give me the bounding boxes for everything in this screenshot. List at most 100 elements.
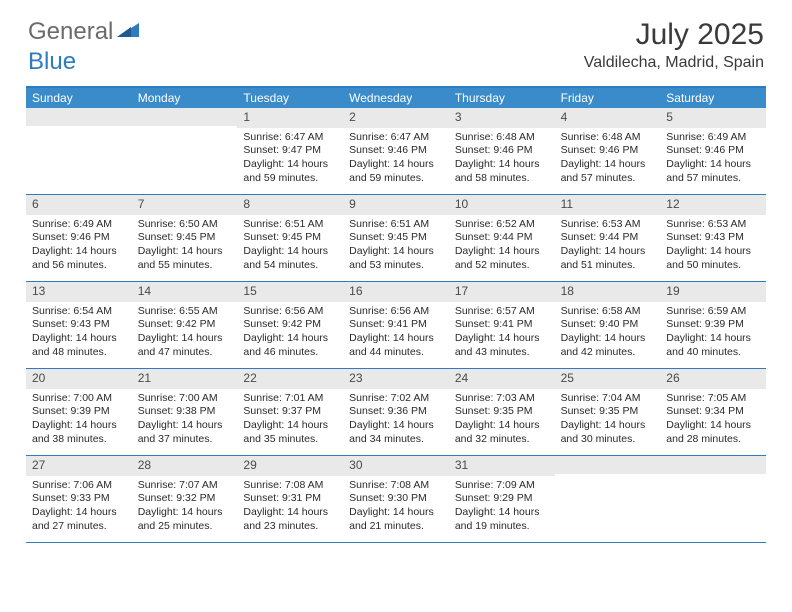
cell-line: Sunset: 9:38 PM (138, 405, 232, 419)
day-number: 31 (449, 456, 555, 476)
cell-line: and 44 minutes. (349, 346, 443, 360)
calendar-cell: 8Sunrise: 6:51 AMSunset: 9:45 PMDaylight… (237, 195, 343, 281)
cell-line: and 23 minutes. (243, 520, 337, 534)
cell-line: Daylight: 14 hours (32, 419, 126, 433)
cell-line: Daylight: 14 hours (349, 332, 443, 346)
day-number: 19 (660, 282, 766, 302)
location-text: Valdilecha, Madrid, Spain (584, 54, 764, 72)
cell-line: Sunrise: 6:53 AM (666, 218, 760, 232)
cell-line: Sunset: 9:46 PM (349, 144, 443, 158)
cell-line: Sunrise: 7:06 AM (32, 479, 126, 493)
cell-line: Sunset: 9:40 PM (561, 318, 655, 332)
cell-line: and 19 minutes. (455, 520, 549, 534)
cell-line: and 42 minutes. (561, 346, 655, 360)
cell-body: Sunrise: 7:08 AMSunset: 9:30 PMDaylight:… (343, 476, 449, 538)
cell-body: Sunrise: 6:48 AMSunset: 9:46 PMDaylight:… (449, 128, 555, 190)
cell-line: Sunset: 9:34 PM (666, 405, 760, 419)
cell-line: Sunset: 9:39 PM (32, 405, 126, 419)
day-number: 27 (26, 456, 132, 476)
calendar-cell: 25Sunrise: 7:04 AMSunset: 9:35 PMDayligh… (555, 369, 661, 455)
cell-line: Sunset: 9:31 PM (243, 492, 337, 506)
cell-body: Sunrise: 7:06 AMSunset: 9:33 PMDaylight:… (26, 476, 132, 538)
calendar-cell (26, 108, 132, 194)
cell-body: Sunrise: 7:05 AMSunset: 9:34 PMDaylight:… (660, 389, 766, 451)
cell-line: Sunrise: 6:49 AM (32, 218, 126, 232)
cell-line: and 56 minutes. (32, 259, 126, 273)
cell-line: and 30 minutes. (561, 433, 655, 447)
calendar-cell: 1Sunrise: 6:47 AMSunset: 9:47 PMDaylight… (237, 108, 343, 194)
day-number: 6 (26, 195, 132, 215)
cell-line: and 25 minutes. (138, 520, 232, 534)
cell-line: and 59 minutes. (349, 172, 443, 186)
cell-line: Sunrise: 7:04 AM (561, 392, 655, 406)
cell-line: and 52 minutes. (455, 259, 549, 273)
cell-line: and 58 minutes. (455, 172, 549, 186)
day-number: 24 (449, 369, 555, 389)
cell-line: Daylight: 14 hours (243, 158, 337, 172)
cell-line: Sunset: 9:42 PM (243, 318, 337, 332)
cell-line: Sunrise: 6:51 AM (243, 218, 337, 232)
cell-line: and 46 minutes. (243, 346, 337, 360)
cell-line: Sunset: 9:45 PM (243, 231, 337, 245)
cell-line: and 57 minutes. (666, 172, 760, 186)
day-number: 30 (343, 456, 449, 476)
cell-line: Sunrise: 7:00 AM (138, 392, 232, 406)
cell-body: Sunrise: 6:47 AMSunset: 9:47 PMDaylight:… (237, 128, 343, 190)
cell-line: Daylight: 14 hours (666, 332, 760, 346)
day-number: 23 (343, 369, 449, 389)
day-number: 5 (660, 108, 766, 128)
day-number: 10 (449, 195, 555, 215)
cell-line: and 59 minutes. (243, 172, 337, 186)
cell-line: Sunset: 9:43 PM (32, 318, 126, 332)
cell-line: Sunset: 9:46 PM (666, 144, 760, 158)
cell-body: Sunrise: 7:09 AMSunset: 9:29 PMDaylight:… (449, 476, 555, 538)
cell-line: Daylight: 14 hours (455, 158, 549, 172)
day-number: 9 (343, 195, 449, 215)
calendar-cell: 21Sunrise: 7:00 AMSunset: 9:38 PMDayligh… (132, 369, 238, 455)
day-number: 3 (449, 108, 555, 128)
calendar-cell: 30Sunrise: 7:08 AMSunset: 9:30 PMDayligh… (343, 456, 449, 542)
day-number: 13 (26, 282, 132, 302)
cell-body: Sunrise: 6:53 AMSunset: 9:43 PMDaylight:… (660, 215, 766, 277)
cell-line: Sunset: 9:47 PM (243, 144, 337, 158)
day-header: Saturday (660, 88, 766, 108)
header: General July 2025 Valdilecha, Madrid, Sp… (0, 0, 792, 80)
cell-line: Sunset: 9:35 PM (561, 405, 655, 419)
cell-line: Daylight: 14 hours (349, 506, 443, 520)
cell-body: Sunrise: 7:00 AMSunset: 9:39 PMDaylight:… (26, 389, 132, 451)
cell-line: Sunset: 9:41 PM (349, 318, 443, 332)
cell-body: Sunrise: 6:59 AMSunset: 9:39 PMDaylight:… (660, 302, 766, 364)
cell-line: Daylight: 14 hours (455, 419, 549, 433)
calendar-cell: 19Sunrise: 6:59 AMSunset: 9:39 PMDayligh… (660, 282, 766, 368)
cell-line: Daylight: 14 hours (561, 158, 655, 172)
week-row: 1Sunrise: 6:47 AMSunset: 9:47 PMDaylight… (26, 108, 766, 195)
cell-line: Daylight: 14 hours (666, 158, 760, 172)
day-number: 16 (343, 282, 449, 302)
month-title: July 2025 (584, 18, 764, 52)
cell-line: Daylight: 14 hours (455, 245, 549, 259)
cell-body: Sunrise: 6:49 AMSunset: 9:46 PMDaylight:… (26, 215, 132, 277)
day-number (660, 456, 766, 474)
cell-line: Sunset: 9:46 PM (455, 144, 549, 158)
calendar-cell: 27Sunrise: 7:06 AMSunset: 9:33 PMDayligh… (26, 456, 132, 542)
calendar-cell: 14Sunrise: 6:55 AMSunset: 9:42 PMDayligh… (132, 282, 238, 368)
cell-line: Daylight: 14 hours (138, 245, 232, 259)
cell-line: and 55 minutes. (138, 259, 232, 273)
cell-line: Sunrise: 7:08 AM (243, 479, 337, 493)
cell-line: Sunrise: 6:56 AM (349, 305, 443, 319)
calendar-cell: 17Sunrise: 6:57 AMSunset: 9:41 PMDayligh… (449, 282, 555, 368)
cell-body: Sunrise: 6:54 AMSunset: 9:43 PMDaylight:… (26, 302, 132, 364)
calendar-cell: 28Sunrise: 7:07 AMSunset: 9:32 PMDayligh… (132, 456, 238, 542)
calendar-cell: 24Sunrise: 7:03 AMSunset: 9:35 PMDayligh… (449, 369, 555, 455)
cell-line: Daylight: 14 hours (138, 419, 232, 433)
cell-line: and 57 minutes. (561, 172, 655, 186)
cell-line: Daylight: 14 hours (561, 245, 655, 259)
cell-line: Daylight: 14 hours (561, 332, 655, 346)
cell-line: Sunrise: 6:48 AM (561, 131, 655, 145)
cell-line: Daylight: 14 hours (455, 506, 549, 520)
cell-line: Sunrise: 6:56 AM (243, 305, 337, 319)
cell-line: Sunset: 9:42 PM (138, 318, 232, 332)
calendar-cell: 10Sunrise: 6:52 AMSunset: 9:44 PMDayligh… (449, 195, 555, 281)
cell-line: Sunrise: 6:59 AM (666, 305, 760, 319)
cell-line: Sunrise: 7:03 AM (455, 392, 549, 406)
